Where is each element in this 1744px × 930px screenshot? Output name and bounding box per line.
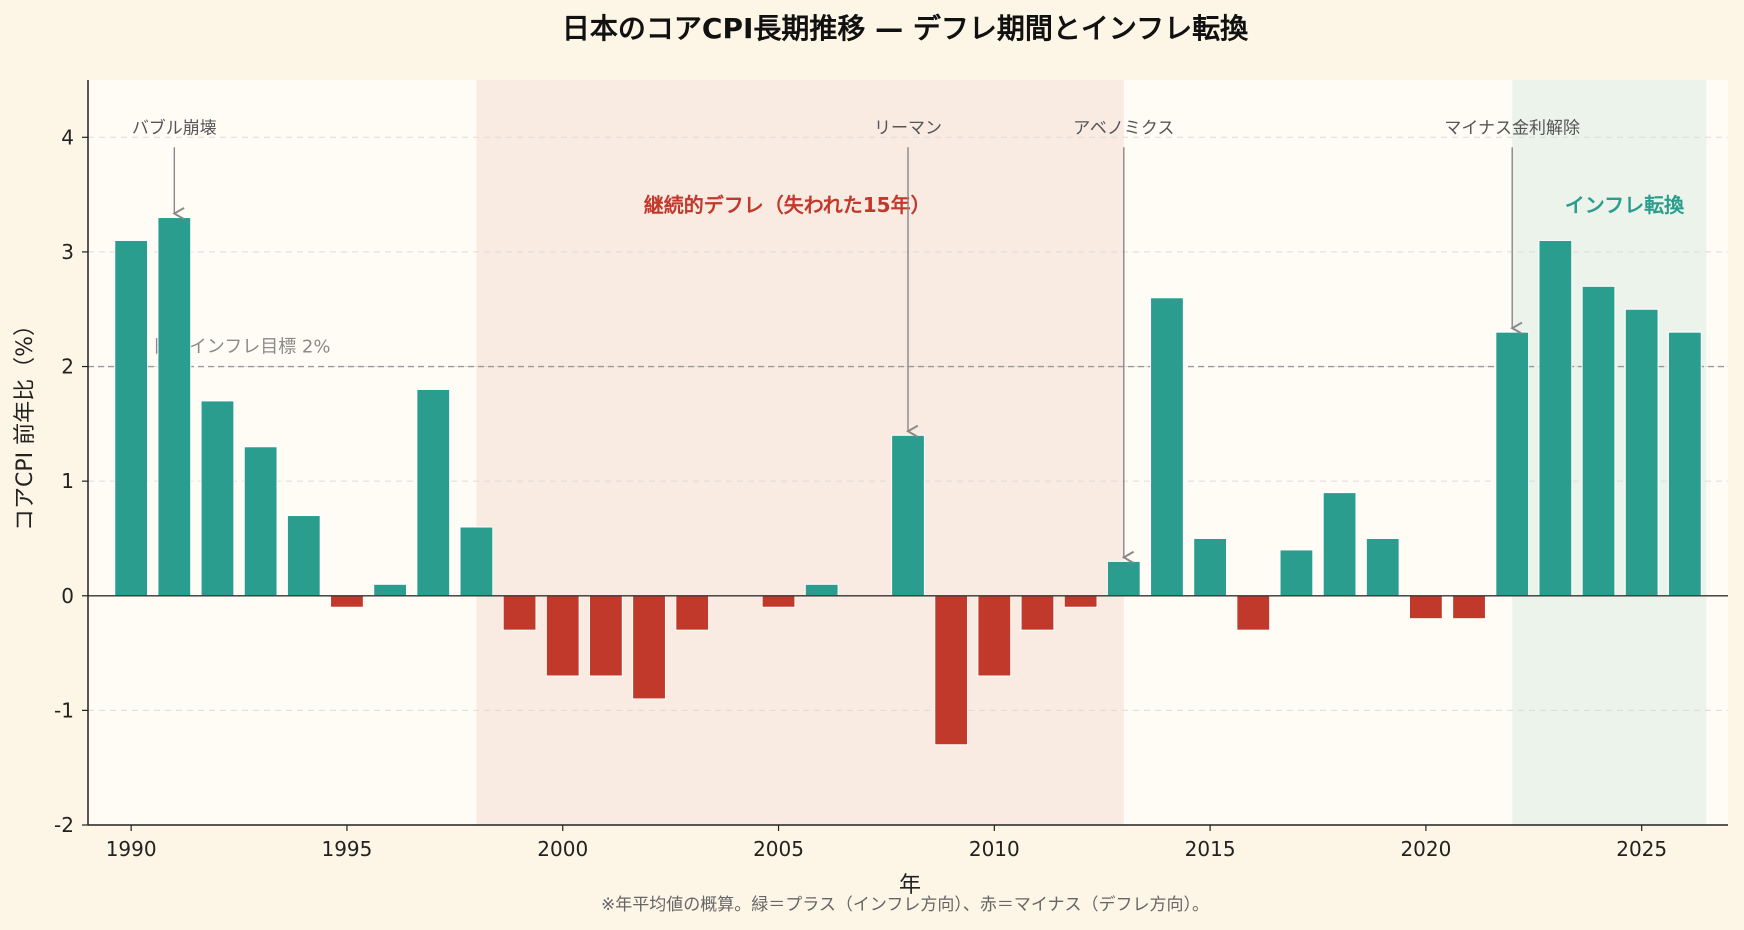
target-reference-label: 日銀インフレ目標 2% [153,337,331,358]
bar-1998 [459,526,494,597]
bar-1995 [330,595,364,608]
x-tick-label: 2005 [753,837,804,861]
bar-1993 [243,446,278,597]
bar-2013 [1106,560,1141,597]
bar-2015 [1193,537,1228,597]
deflation-region-label: 継続的デフレ（失われた15年） [644,193,931,217]
bar-1990 [114,239,149,597]
x-tick-label: 2025 [1616,837,1667,861]
x-tick-label: 2015 [1185,837,1236,861]
y-tick-label: -1 [54,698,74,722]
bar-1991 [157,217,192,597]
bar-2005 [761,595,796,608]
bar-2025 [1624,308,1659,597]
annotation-label-3: マイナス金利解除 [1444,118,1580,138]
bar-2014 [1150,297,1184,597]
y-tick-label: 2 [61,355,74,379]
x-tick-label: 1995 [321,837,372,861]
bar-2024 [1581,285,1616,597]
bar-1996 [373,583,408,597]
bar-2002 [632,595,666,700]
bar-2010 [977,595,1012,677]
y-tick-label: 4 [61,125,74,149]
x-tick-label: 2000 [537,837,588,861]
annotation-label-2: アベノミクス [1073,118,1174,138]
bar-2023 [1538,239,1573,597]
bar-2003 [675,595,710,631]
y-axis-label: コアCPI 前年比（%） [13,314,38,531]
bar-2012 [1063,595,1098,608]
x-tick-label: 2020 [1400,837,1451,861]
bar-2018 [1322,492,1357,597]
inflation-region-label: インフレ転換 [1565,193,1685,217]
bar-2001 [588,595,623,677]
bar-2008 [891,434,925,597]
bar-2021 [1452,595,1486,620]
bar-2000 [545,595,580,677]
bar-2019 [1365,537,1400,597]
bar-2026 [1667,331,1702,597]
bar-2020 [1408,595,1443,620]
bar-2009 [934,595,969,746]
x-tick-label: 2010 [969,837,1020,861]
y-tick-label: -2 [54,813,74,837]
annotation-label-1: リーマン [874,118,942,138]
bar-2016 [1236,595,1271,631]
chart-footnote: ※年平均値の概算。緑＝プラス（インフレ方向）、赤＝マイナス（デフレ方向）。 [601,894,1209,915]
bar-2017 [1279,549,1314,597]
y-tick-label: 3 [61,240,74,264]
bar-1999 [502,595,537,631]
bar-1994 [286,515,321,597]
bar-1997 [416,388,451,597]
chart-title: 日本のコアCPI長期推移 — デフレ期間とインフレ転換 [562,12,1249,45]
bar-1992 [200,400,235,597]
y-tick-label: 1 [61,469,74,493]
bar-2006 [804,583,839,597]
x-axis-label: 年 [899,873,921,898]
shaded-region-0 [476,80,1124,825]
y-tick-label: 0 [61,584,74,608]
bar-2022 [1495,331,1530,597]
annotation-label-0: バブル崩壊 [132,117,217,138]
x-tick-label: 1990 [106,837,157,861]
bar-2011 [1020,595,1055,631]
